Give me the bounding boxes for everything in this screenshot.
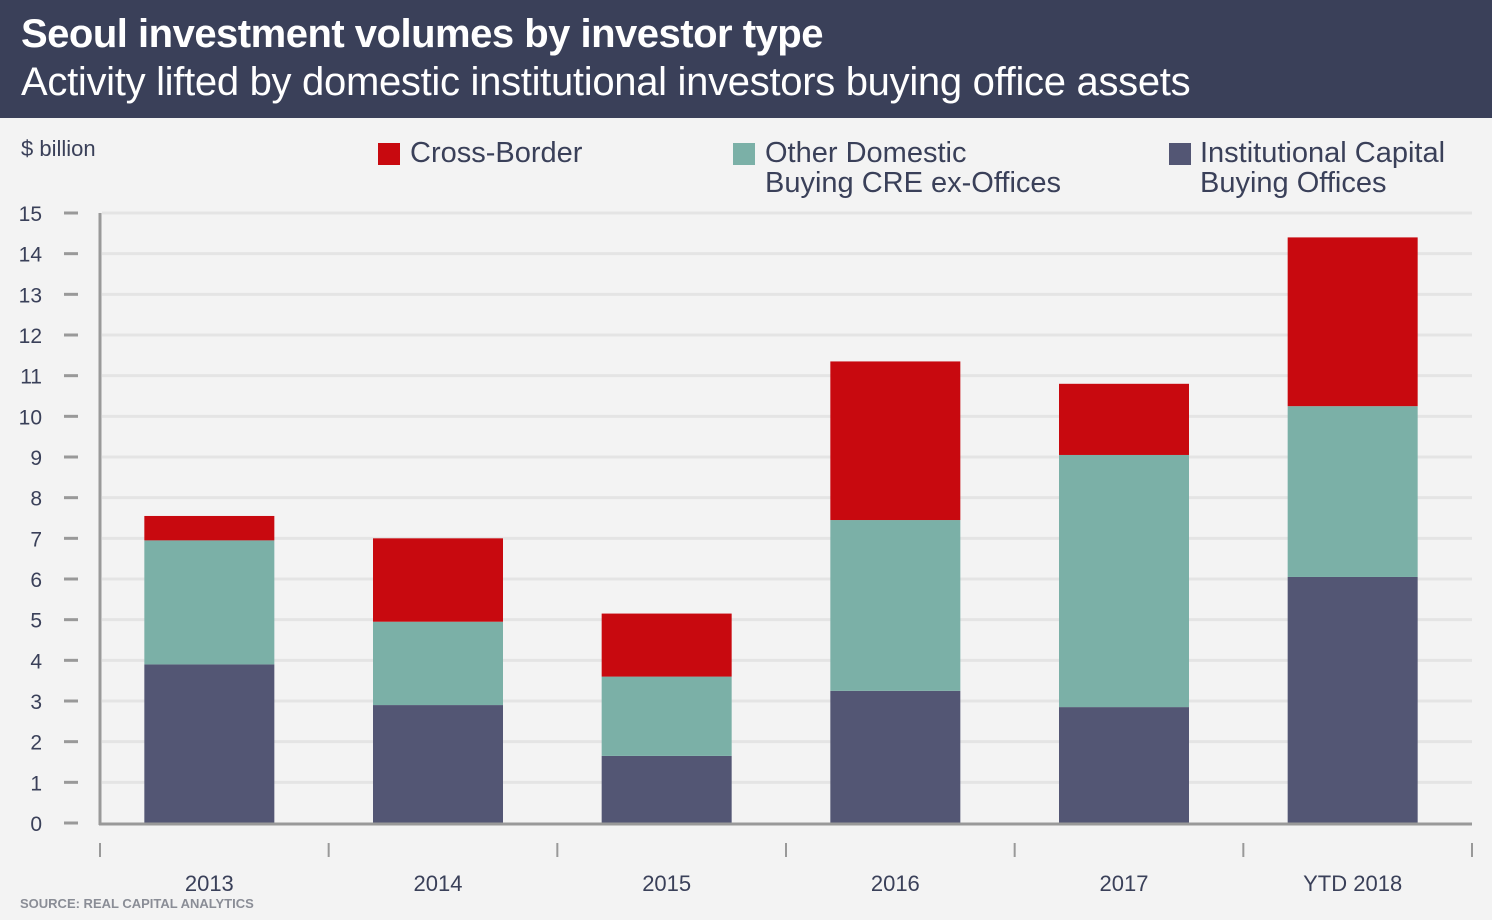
x-tick-label: 2013 xyxy=(185,871,234,896)
x-axis-labels: 2013 2014 2015 2016 2017 YTD 2018 xyxy=(185,871,1402,896)
x-tick-label: 2016 xyxy=(871,871,920,896)
y-tick-label: 14 xyxy=(19,244,43,267)
bar-segment-institutional-capital-buying-offices-ytd-2018 xyxy=(1287,576,1418,823)
bar-segment-other-domestic-buying-cre-ex-offices-2016 xyxy=(830,520,961,691)
bar-segment-institutional-capital-buying-offices-2014 xyxy=(373,705,503,823)
legend-label-institutional-line1: Institutional Capital xyxy=(1200,137,1446,169)
y-tick-label: 6 xyxy=(30,569,42,592)
y-tick-label: 5 xyxy=(30,610,42,633)
y-tick-label: 13 xyxy=(19,284,42,307)
bar-segment-other-domestic-buying-cre-ex-offices-ytd-2018 xyxy=(1287,406,1418,577)
x-tick-label: 2017 xyxy=(1100,871,1149,896)
bar-segment-cross-border-2013 xyxy=(144,515,275,541)
bar-segment-other-domestic-buying-cre-ex-offices-2013 xyxy=(144,540,275,665)
bar-segment-other-domestic-buying-cre-ex-offices-2017 xyxy=(1059,454,1189,708)
legend-label-institutional-line2: Buying Offices xyxy=(1200,167,1387,199)
legend-swatch-other-domestic xyxy=(733,143,755,165)
legend-label-cross-border: Cross-Border xyxy=(410,137,583,169)
gridlines xyxy=(102,211,1472,784)
bar-segment-other-domestic-buying-cre-ex-offices-2014 xyxy=(373,621,503,706)
legend-label-other-domestic-line2: Buying CRE ex-Offices xyxy=(765,167,1062,199)
legend-item-other-domestic: Other Domestic Buying CRE ex-Offices xyxy=(765,138,1061,198)
chart-title: Seoul investment volumes by investor typ… xyxy=(21,12,823,56)
y-tick-label: 0 xyxy=(30,813,42,836)
bar-segment-institutional-capital-buying-offices-2017 xyxy=(1059,707,1189,823)
bar-segment-cross-border-2016 xyxy=(830,361,961,521)
y-tick-label: 10 xyxy=(19,406,42,429)
chart-subtitle: Activity lifted by domestic institutiona… xyxy=(21,60,1191,104)
y-tick-label: 4 xyxy=(30,650,42,673)
y-tick-label: 11 xyxy=(20,366,42,389)
y-tick-label: 15 xyxy=(19,203,42,226)
chart-header: Seoul investment volumes by investor typ… xyxy=(0,0,1492,118)
bar-segment-other-domestic-buying-cre-ex-offices-2015 xyxy=(601,676,732,756)
bar-segment-cross-border-2015 xyxy=(601,613,732,677)
legend-swatch-cross-border xyxy=(378,143,400,165)
y-tick-label: 2 xyxy=(30,732,42,755)
x-tick-label: 2014 xyxy=(414,871,463,896)
bar-segment-institutional-capital-buying-offices-2016 xyxy=(830,690,961,823)
legend-item-institutional: Institutional Capital Buying Offices xyxy=(1200,138,1445,198)
y-tick-label: 9 xyxy=(30,447,42,470)
bar-segment-institutional-capital-buying-offices-2015 xyxy=(601,755,732,823)
x-axis-ticks xyxy=(99,843,1473,857)
bar-segment-institutional-capital-buying-offices-2013 xyxy=(144,664,275,823)
legend-label-other-domestic-line1: Other Domestic xyxy=(765,137,967,169)
y-tick-label: 7 xyxy=(30,528,42,551)
bars xyxy=(144,237,1418,823)
y-tick-label: 8 xyxy=(30,488,42,511)
source-note: SOURCE: REAL CAPITAL ANALYTICS xyxy=(20,896,254,911)
y-tick-label: 12 xyxy=(19,325,42,348)
y-tick-label: 1 xyxy=(30,772,42,795)
x-tick-label: YTD 2018 xyxy=(1303,871,1402,896)
legend-item-cross-border: Cross-Border xyxy=(410,138,582,168)
bar-segment-cross-border-ytd-2018 xyxy=(1287,237,1418,407)
x-tick-label: 2015 xyxy=(642,871,691,896)
bar-segment-cross-border-2014 xyxy=(373,538,503,622)
y-tick-label: 3 xyxy=(30,691,42,714)
bar-segment-cross-border-2017 xyxy=(1059,383,1189,455)
y-axis-unit-label: $ billion xyxy=(21,136,96,161)
legend-swatch-institutional xyxy=(1169,143,1191,165)
